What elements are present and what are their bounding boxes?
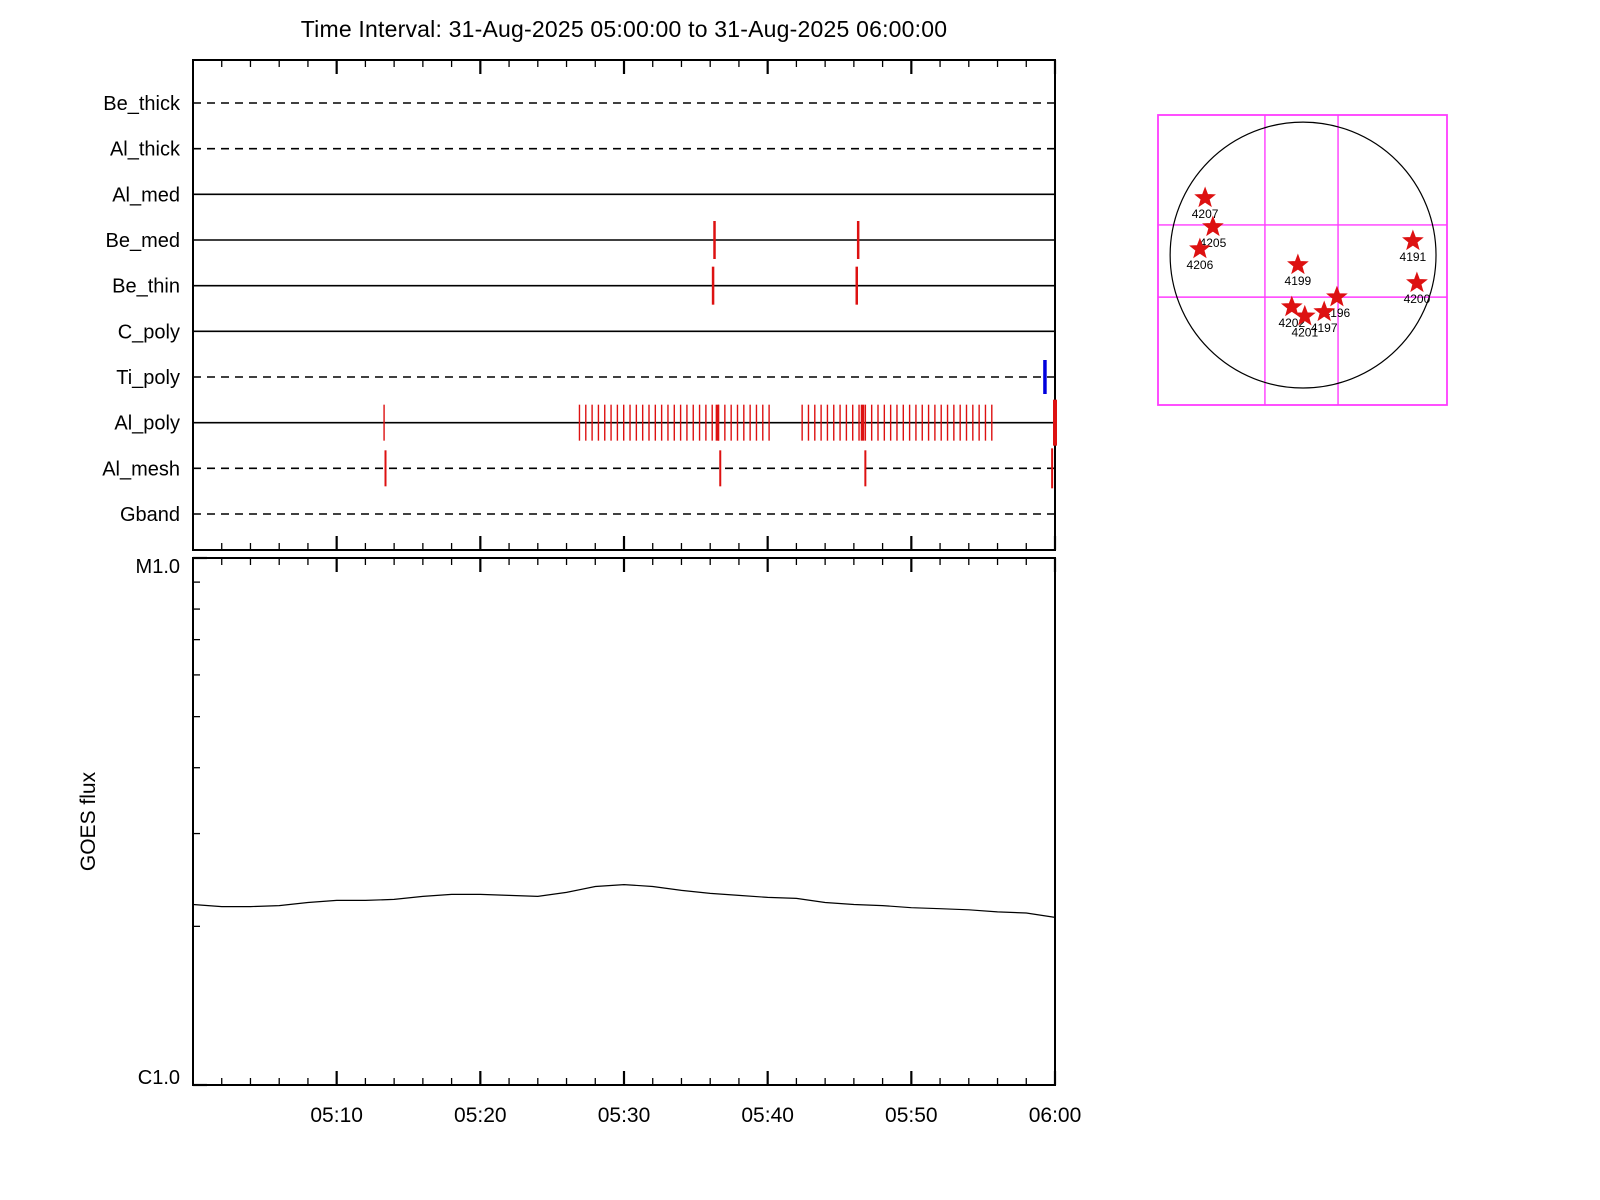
active-region-star-icon (1293, 304, 1316, 326)
active-region-label: 4191 (1400, 250, 1427, 264)
active-region-label: 4197 (1311, 321, 1338, 335)
x-tick-label: 05:40 (741, 1104, 794, 1127)
filter-label-al_poly: Al_poly (114, 413, 180, 435)
x-tick-label: 05:10 (310, 1104, 363, 1127)
filter-label-c_poly: C_poly (118, 321, 180, 343)
goes-y-bottom-label: C1.0 (138, 1067, 180, 1089)
active-region-star-icon (1202, 215, 1224, 237)
filter-label-gband: Gband (120, 504, 180, 526)
active-region-label: 4200 (1404, 292, 1431, 306)
filter-label-ti_poly: Ti_poly (116, 367, 180, 389)
x-tick-label: 05:50 (885, 1104, 938, 1127)
x-tick-label: 06:00 (1029, 1104, 1082, 1127)
active-region-star-icon (1189, 237, 1211, 259)
active-region-star-icon (1313, 300, 1336, 322)
active-region-star-icon (1402, 229, 1424, 251)
x-tick-label: 05:20 (454, 1104, 507, 1127)
solar-limb-circle (1169, 121, 1437, 389)
filter-label-al_med: Al_med (112, 184, 180, 206)
filter-label-be_thin: Be_thin (112, 276, 180, 298)
x-tick-label: 05:30 (598, 1104, 651, 1127)
goes-axis-title: GOES flux (77, 771, 100, 871)
solar-map-frame (1157, 114, 1448, 406)
filter-label-be_thick: Be_thick (103, 93, 181, 115)
goes-flux-curve (192, 883, 1056, 918)
filter-panel-border (192, 59, 1056, 551)
active-region-label: 4201 (1291, 325, 1318, 339)
goes-panel-border (192, 557, 1056, 1086)
active-region-star-icon (1406, 271, 1428, 293)
active-region-label: 4199 (1285, 274, 1312, 288)
active-region-star-icon (1194, 186, 1216, 208)
active-region-label: 4207 (1192, 207, 1219, 221)
filter-label-al_mesh: Al_mesh (102, 458, 180, 480)
goes-y-top-label: M1.0 (136, 556, 180, 578)
filter-label-be_med: Be_med (106, 230, 181, 252)
filter-label-al_thick: Al_thick (110, 139, 181, 161)
chart-title: Time Interval: 31-Aug-2025 05:00:00 to 3… (300, 16, 948, 42)
active-region-star-icon (1326, 285, 1348, 307)
active-region-star-icon (1287, 253, 1309, 275)
active-region-label: 4202 (1278, 316, 1305, 330)
active-region-star-icon (1280, 295, 1303, 317)
active-region-label: 4206 (1187, 258, 1214, 272)
